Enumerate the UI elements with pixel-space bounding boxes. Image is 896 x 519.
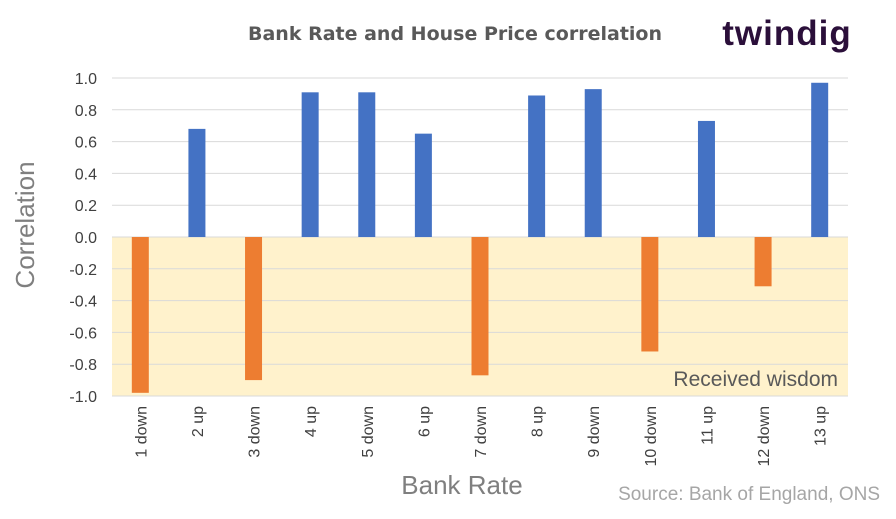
y-tick-label: -0.2 [69, 262, 97, 279]
bar-9-down [584, 89, 602, 237]
x-tick-label: 2 up [190, 406, 207, 437]
bar-1-down [131, 237, 149, 393]
bar-8-up [528, 95, 546, 238]
y-tick-label: 0.6 [75, 135, 97, 152]
y-tick-label: 0.4 [75, 166, 97, 183]
received-wisdom-label: Received wisdom [673, 368, 838, 391]
bar-4-up [301, 92, 319, 237]
x-tick-label: 7 down [473, 406, 490, 458]
x-tick-label: 4 up [303, 406, 320, 437]
y-tick-label: -1.0 [69, 389, 97, 406]
x-axis-ticks: 1 down 2 up 3 down 4 up 5 down 6 up 7 down 8 up… [133, 406, 829, 467]
bar-2-up [188, 128, 206, 237]
source-note: Source: Bank of England, ONS [618, 484, 880, 505]
bar-7-down [471, 237, 489, 376]
x-tick-label: 13 up [813, 406, 830, 446]
x-tick-label: 3 down [247, 406, 264, 458]
x-tick-label: 5 down [360, 406, 377, 458]
y-axis-ticks: 1.0 0.8 0.6 0.4 0.2 0.0 -0.2 -0.4 -0.6 -0.8 -1.0 [69, 71, 97, 406]
y-tick-label: 0.8 [75, 103, 97, 120]
bar-3-down [245, 237, 263, 381]
y-tick-label: 1.0 [75, 71, 97, 88]
y-tick-label: -0.4 [69, 294, 97, 311]
y-tick-label: -0.6 [69, 325, 97, 342]
x-tick-label: 1 down [133, 406, 150, 458]
chart-title: Bank Rate and House Price correlation [248, 23, 662, 45]
x-tick-label: 12 down [756, 406, 773, 467]
twindig-logo: twindig [722, 14, 851, 53]
bar-11-up [697, 120, 715, 237]
y-tick-label: 0.2 [75, 198, 97, 215]
x-tick-label: 8 up [530, 406, 547, 437]
y-tick-label: 0.0 [75, 230, 97, 247]
bar-10-down [641, 237, 659, 352]
x-axis-label: Bank Rate [401, 470, 522, 500]
y-axis-label: Correlation [10, 161, 40, 288]
x-tick-label: 11 up [699, 406, 716, 445]
bars [131, 82, 829, 393]
bar-12-down [754, 237, 772, 287]
bar-5-down [358, 92, 376, 237]
y-tick-label: -0.8 [69, 357, 97, 374]
x-tick-label: 10 down [643, 406, 660, 467]
bar-13-up [811, 82, 829, 238]
x-tick-label: 9 down [586, 406, 603, 458]
x-tick-label: 6 up [416, 406, 433, 437]
bar-6-up [414, 133, 432, 237]
